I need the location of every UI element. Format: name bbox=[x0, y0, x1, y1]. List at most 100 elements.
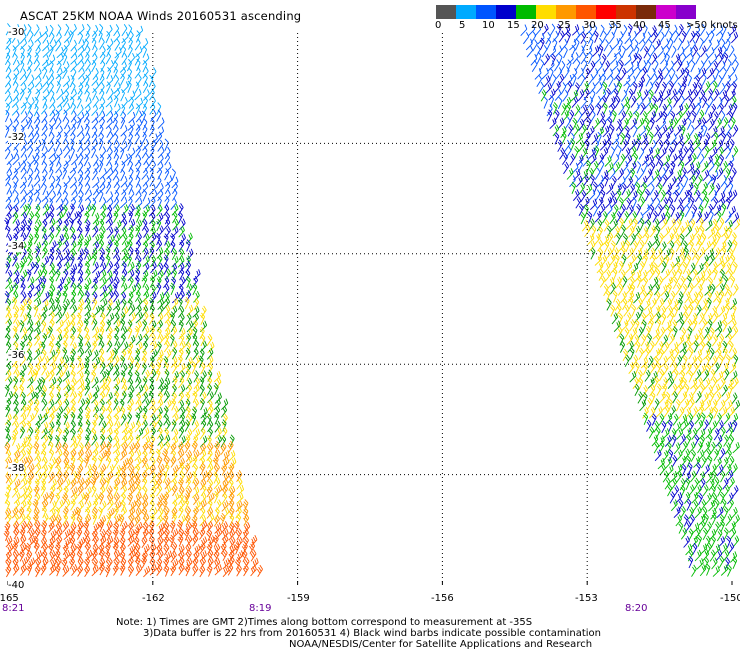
wind-barb bbox=[47, 54, 56, 66]
wind-barb bbox=[135, 190, 142, 203]
wind-barb bbox=[121, 31, 129, 44]
wind-barb bbox=[545, 82, 552, 95]
wind-barb bbox=[78, 168, 84, 182]
wind-barb bbox=[20, 97, 28, 109]
wind-barb bbox=[570, 138, 576, 151]
wind-barb bbox=[606, 162, 614, 174]
wind-barb bbox=[128, 182, 133, 195]
wind-barb bbox=[42, 161, 48, 174]
wind-barb bbox=[27, 145, 34, 158]
wind-barb bbox=[719, 448, 726, 461]
wind-barb bbox=[121, 363, 128, 376]
wind-barb bbox=[723, 484, 730, 497]
wind-barb bbox=[6, 153, 14, 166]
wind-barb bbox=[105, 117, 113, 130]
wind-barb bbox=[91, 283, 98, 296]
wind-barb bbox=[150, 269, 158, 281]
wind-barb bbox=[134, 204, 141, 217]
wind-barb bbox=[106, 239, 113, 252]
wind-barb bbox=[658, 159, 664, 173]
wind-barb bbox=[56, 96, 65, 108]
wind-barb bbox=[113, 74, 120, 88]
wind-barb bbox=[163, 276, 170, 289]
wind-barb bbox=[643, 412, 649, 425]
wind-barb bbox=[143, 153, 150, 166]
wind-barb bbox=[62, 240, 70, 252]
wind-barb bbox=[142, 240, 149, 253]
wind-barb bbox=[49, 557, 57, 570]
wind-barb bbox=[85, 59, 91, 72]
wind-barb bbox=[644, 188, 650, 202]
wind-barb bbox=[705, 535, 711, 548]
wind-barb bbox=[107, 88, 114, 101]
wind-barb bbox=[708, 500, 716, 512]
wind-barb bbox=[83, 153, 89, 167]
wind-barb bbox=[716, 412, 722, 425]
wind-barb bbox=[121, 45, 127, 58]
wind-barb bbox=[49, 240, 57, 252]
wind-barb bbox=[71, 183, 78, 196]
wind-barb bbox=[105, 246, 111, 259]
wind-barb bbox=[135, 521, 143, 534]
wind-barb bbox=[76, 125, 84, 138]
wind-barb bbox=[35, 219, 42, 232]
wind-barb bbox=[98, 563, 105, 576]
wind-barb bbox=[34, 139, 42, 152]
wind-barb bbox=[612, 290, 618, 303]
wind-barb bbox=[105, 392, 113, 404]
wind-barb bbox=[56, 204, 64, 217]
wind-barb bbox=[71, 564, 78, 576]
wind-barb bbox=[724, 557, 730, 570]
wind-barb bbox=[661, 420, 667, 434]
wind-barb bbox=[99, 176, 106, 189]
wind-barb bbox=[41, 190, 49, 202]
wind-barb bbox=[77, 39, 85, 51]
wind-barb bbox=[19, 38, 27, 50]
wind-barb bbox=[99, 68, 105, 81]
wind-barb bbox=[135, 320, 142, 333]
wind-barb bbox=[664, 204, 670, 217]
wind-barb bbox=[5, 564, 12, 578]
wind-barb bbox=[730, 275, 736, 288]
wind-barb bbox=[722, 140, 730, 153]
wind-barb bbox=[49, 31, 55, 45]
wind-barb bbox=[178, 384, 186, 397]
wind-barb bbox=[28, 30, 34, 43]
wind-barb bbox=[694, 189, 701, 203]
wind-barb bbox=[63, 248, 71, 261]
wind-barb bbox=[730, 116, 736, 130]
wind-barb bbox=[78, 75, 86, 88]
wind-barb bbox=[142, 197, 151, 209]
wind-barb bbox=[113, 52, 119, 65]
wind-barb bbox=[662, 470, 669, 483]
wind-barb bbox=[128, 96, 134, 109]
wind-barb bbox=[143, 225, 149, 238]
wind-barb bbox=[91, 53, 98, 66]
wind-barb bbox=[106, 110, 114, 123]
wind-barb bbox=[141, 218, 148, 231]
wind-barb bbox=[725, 262, 732, 275]
wind-barb bbox=[34, 96, 39, 110]
wind-barb bbox=[106, 363, 114, 375]
wind-barb bbox=[127, 239, 133, 252]
wind-barb bbox=[200, 391, 207, 404]
wind-barb bbox=[149, 88, 155, 101]
wind-barb bbox=[686, 318, 693, 331]
wind-barb bbox=[112, 541, 119, 555]
wind-barb bbox=[694, 369, 702, 382]
wind-barb bbox=[56, 53, 64, 66]
wind-barb bbox=[62, 204, 68, 217]
wind-barb bbox=[172, 218, 179, 231]
wind-barb bbox=[42, 255, 50, 268]
wind-barb bbox=[77, 45, 85, 58]
wind-barb bbox=[70, 304, 78, 317]
wind-barb bbox=[33, 103, 39, 117]
wind-barb bbox=[70, 226, 76, 239]
wind-barb bbox=[107, 60, 114, 72]
wind-barb bbox=[77, 88, 83, 101]
wind-barb bbox=[99, 116, 105, 130]
wind-barb bbox=[100, 52, 106, 65]
wind-barb bbox=[62, 290, 68, 304]
wind-barb bbox=[171, 256, 179, 268]
wind-barb bbox=[141, 131, 147, 144]
